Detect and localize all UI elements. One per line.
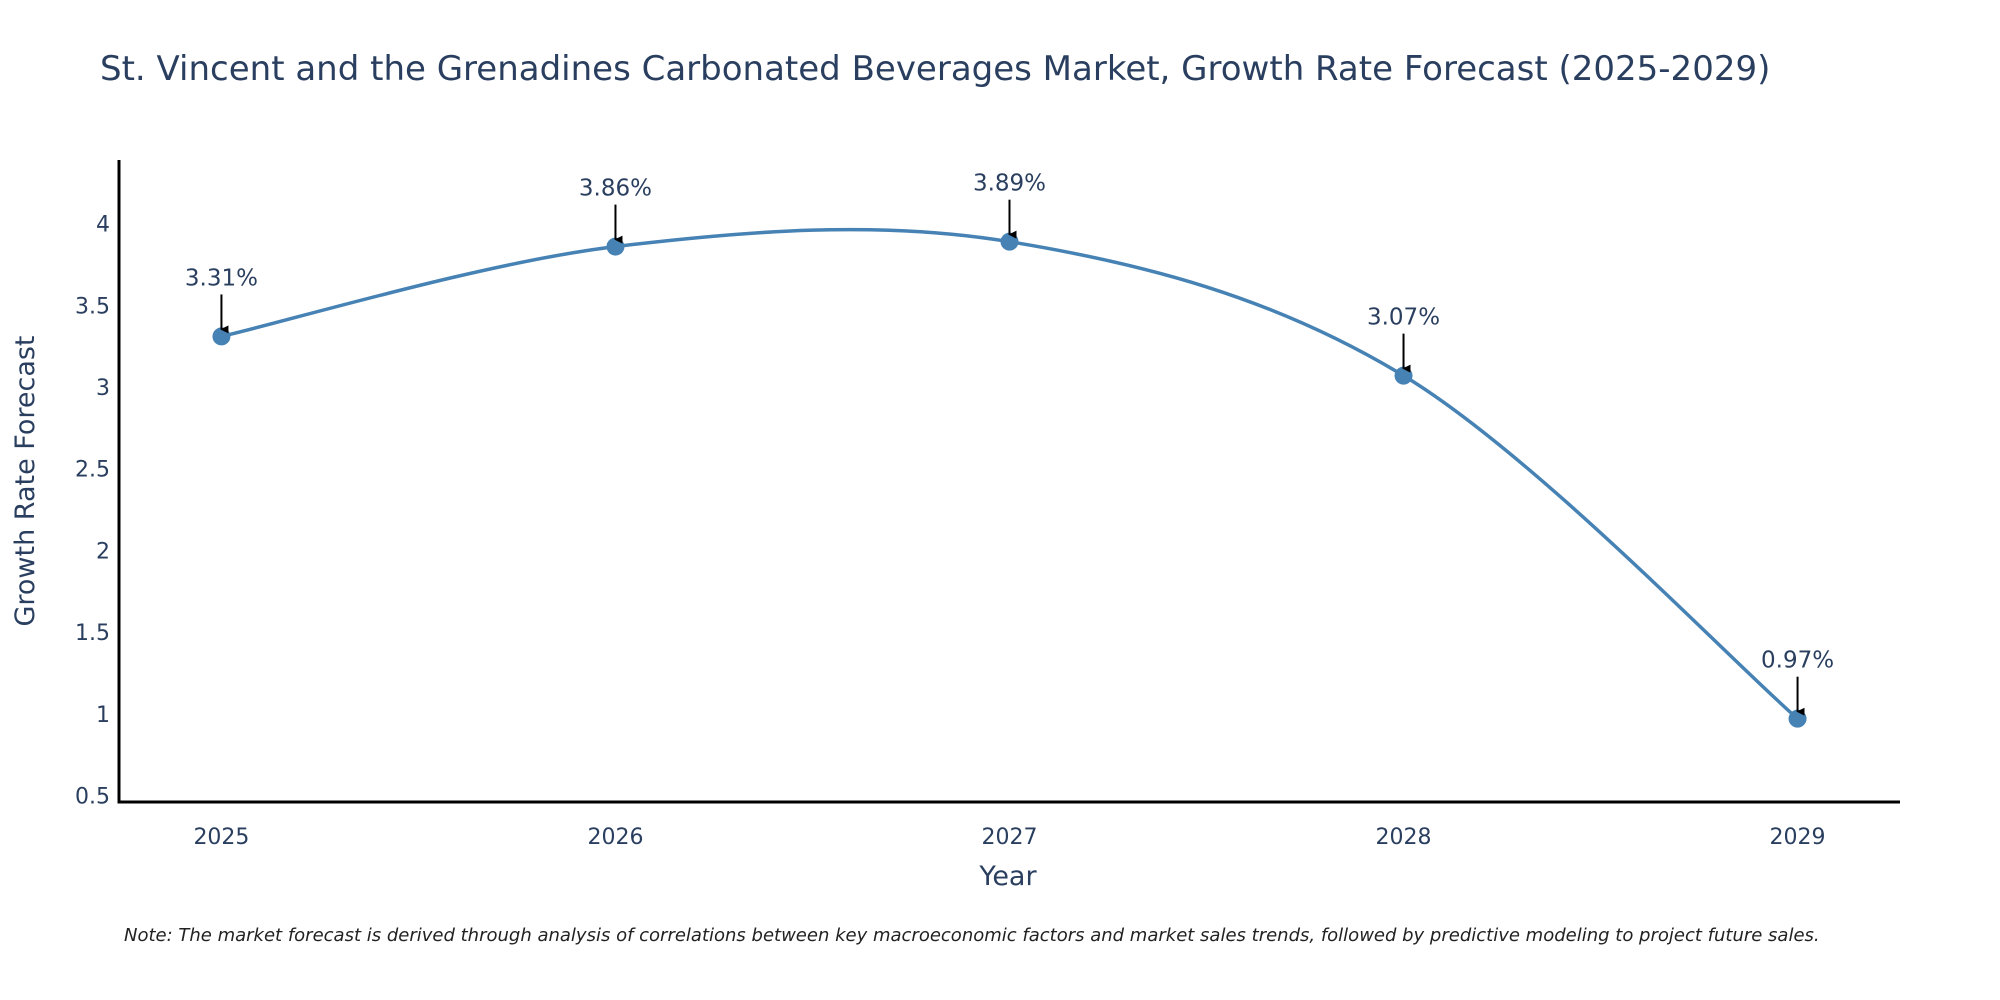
chart-title: St. Vincent and the Grenadines Carbonate… [100,49,1770,89]
data-label: 3.07% [1367,305,1440,331]
x-tick-label: 2029 [1770,825,1826,850]
y-tick-label: 0.5 [75,784,110,809]
y-tick-label: 1.5 [75,621,110,646]
x-tick-label: 2028 [1376,825,1432,850]
plot-area: 0.5 1 1.5 2 2.5 3 3.5 4 2025 2026 2027 2028 2029 3.31… [75,160,1900,850]
y-tick-label: 2 [96,539,110,564]
data-point [1000,232,1019,251]
data-point [1788,709,1807,728]
data-point [1394,366,1413,385]
x-tick-label: 2026 [587,825,643,850]
x-tick-label: 2027 [982,825,1038,850]
y-axis-title: Growth Rate Forecast [10,335,41,626]
y-tick-label: 3.5 [75,294,110,319]
y-tick-label: 2.5 [75,458,110,483]
data-label: 3.86% [579,176,652,202]
chart-note: Note: The market forecast is derived thr… [124,925,1820,946]
series-line [219,227,1800,721]
data-label: 0.97% [1761,648,1834,674]
data-point [212,327,231,346]
y-tick-label: 1 [96,703,110,728]
x-tick-label: 2025 [193,825,249,850]
y-tick-label: 3 [96,376,110,401]
x-axis-title: Year [978,861,1037,892]
data-label: 3.89% [973,171,1046,197]
y-tick-label: 4 [96,213,110,238]
data-point [606,237,625,256]
data-label: 3.31% [185,265,258,291]
